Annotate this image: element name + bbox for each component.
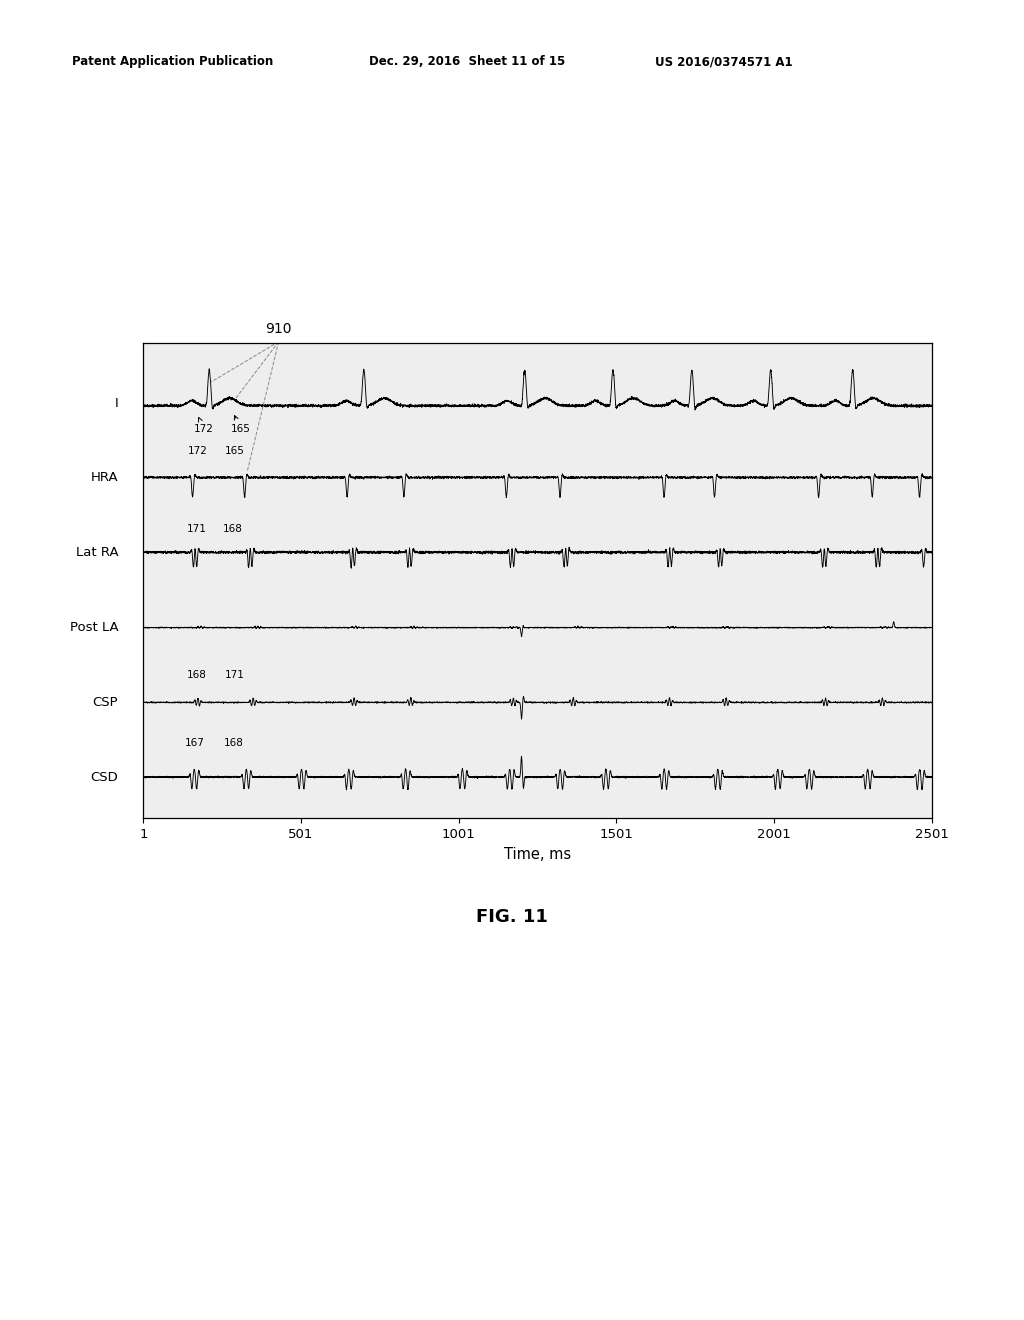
Text: 168: 168	[223, 738, 244, 748]
Text: Lat RA: Lat RA	[76, 546, 118, 560]
Text: Dec. 29, 2016  Sheet 11 of 15: Dec. 29, 2016 Sheet 11 of 15	[369, 55, 565, 69]
Text: 910: 910	[265, 322, 292, 337]
Text: 168: 168	[186, 671, 207, 680]
X-axis label: Time, ms: Time, ms	[504, 846, 571, 862]
Text: I: I	[115, 396, 118, 409]
Text: 172: 172	[194, 417, 213, 433]
Text: Post LA: Post LA	[70, 622, 118, 634]
Text: FIG. 11: FIG. 11	[476, 908, 548, 927]
Text: 171: 171	[186, 524, 207, 533]
Text: US 2016/0374571 A1: US 2016/0374571 A1	[655, 55, 793, 69]
Text: 172: 172	[188, 446, 208, 455]
Text: CSP: CSP	[92, 696, 118, 709]
Text: HRA: HRA	[90, 471, 118, 484]
Text: Patent Application Publication: Patent Application Publication	[72, 55, 273, 69]
Text: 167: 167	[185, 738, 205, 748]
Text: 171: 171	[224, 671, 245, 680]
Text: 168: 168	[223, 524, 243, 533]
Text: 165: 165	[224, 446, 245, 455]
Text: 165: 165	[230, 416, 250, 433]
Text: CSD: CSD	[90, 771, 118, 784]
